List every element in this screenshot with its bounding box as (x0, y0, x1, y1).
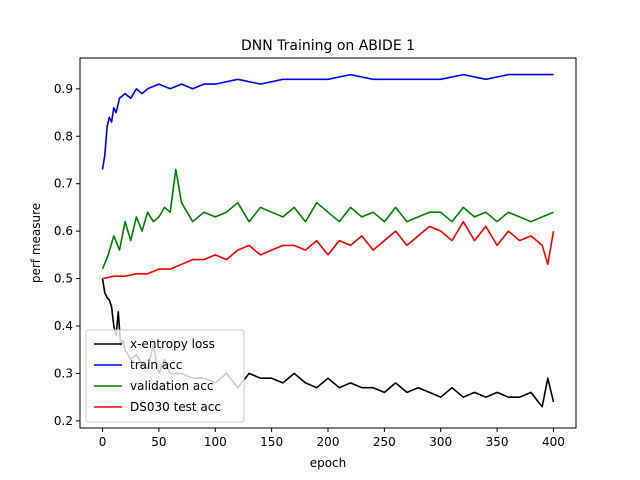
chart-title: DNN Training on ABIDE 1 (241, 38, 415, 54)
y-tick-label: 0.8 (54, 129, 73, 143)
x-tick-label: 0 (99, 435, 107, 449)
legend-label-1: train acc (130, 358, 182, 372)
y-tick-label: 0.4 (54, 319, 73, 333)
y-tick-label: 0.9 (54, 82, 73, 96)
y-tick-label: 0.2 (54, 414, 73, 428)
x-tick-label: 200 (317, 435, 340, 449)
x-tick-label: 100 (204, 435, 227, 449)
y-axis: 0.2 0.3 0.4 0.5 0.6 0.7 0.8 0.9 (54, 82, 80, 428)
legend-label-0: x-entropy loss (130, 337, 215, 351)
y-axis-label: perf measure (29, 203, 43, 283)
series-line-2 (101, 168, 554, 270)
y-tick-label: 0.3 (54, 366, 73, 380)
x-tick-label: 50 (151, 435, 166, 449)
x-axis-label: epoch (310, 456, 347, 470)
x-axis: 0 50 100 150 200 250 300 350 400 (99, 428, 565, 449)
legend-label-2: validation acc (130, 379, 213, 393)
legend: x-entropy loss train acc validation acc DS0… (85, 329, 245, 423)
series-line-3 (102, 220, 555, 280)
x-tick-label: 250 (373, 435, 396, 449)
legend-box (85, 329, 245, 423)
legend-label-3: DS030 test acc (130, 400, 221, 414)
x-tick-label: 400 (542, 435, 565, 449)
x-tick-label: 300 (429, 435, 452, 449)
y-tick-label: 0.6 (54, 224, 73, 238)
x-tick-label: 150 (260, 435, 283, 449)
x-tick-label: 350 (486, 435, 509, 449)
series-line-1 (101, 73, 554, 170)
y-tick-label: 0.5 (54, 272, 73, 286)
y-tick-label: 0.7 (54, 177, 73, 191)
